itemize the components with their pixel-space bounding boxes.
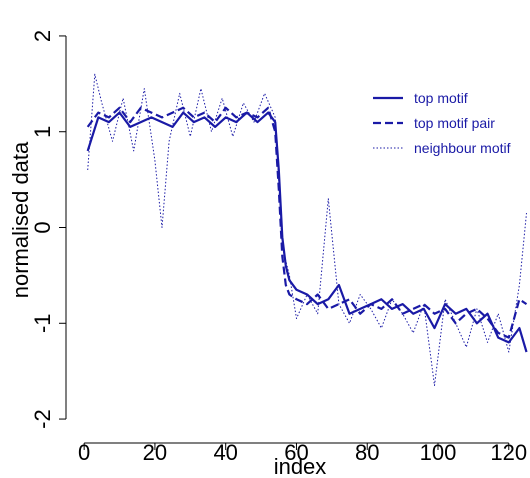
x-tick-label: 100 bbox=[420, 440, 457, 465]
legend-label: top motif bbox=[414, 90, 468, 106]
series-layer bbox=[86, 73, 528, 386]
y-tick-label: 0 bbox=[30, 221, 55, 233]
axes: 0 20 40 60 80 100 120 -2 -1 0 1 2 bbox=[30, 30, 527, 465]
legend-label: neighbour motif bbox=[414, 140, 511, 156]
y-tick-label: -1 bbox=[30, 313, 55, 333]
x-tick-label: 60 bbox=[284, 440, 308, 465]
series-line-dashed bbox=[86, 106, 528, 339]
y-tick-label: 1 bbox=[30, 126, 55, 138]
x-axis-label: index bbox=[274, 454, 327, 478]
x-tick-label: 80 bbox=[355, 440, 379, 465]
x-tick-label: 120 bbox=[490, 440, 527, 465]
x-tick-label: 40 bbox=[213, 440, 237, 465]
y-tick-label: 2 bbox=[30, 30, 55, 42]
x-tick-label: 20 bbox=[143, 440, 167, 465]
y-tick-label: -2 bbox=[30, 409, 55, 429]
x-tick-label: 0 bbox=[78, 440, 90, 465]
legend-label: top motif pair bbox=[414, 115, 495, 131]
y-axis-label: normalised data bbox=[8, 141, 33, 298]
series-line-dotted bbox=[87, 73, 527, 386]
series-line-solid bbox=[86, 111, 528, 353]
legend: top motif top motif pair neighbour motif bbox=[373, 90, 511, 156]
